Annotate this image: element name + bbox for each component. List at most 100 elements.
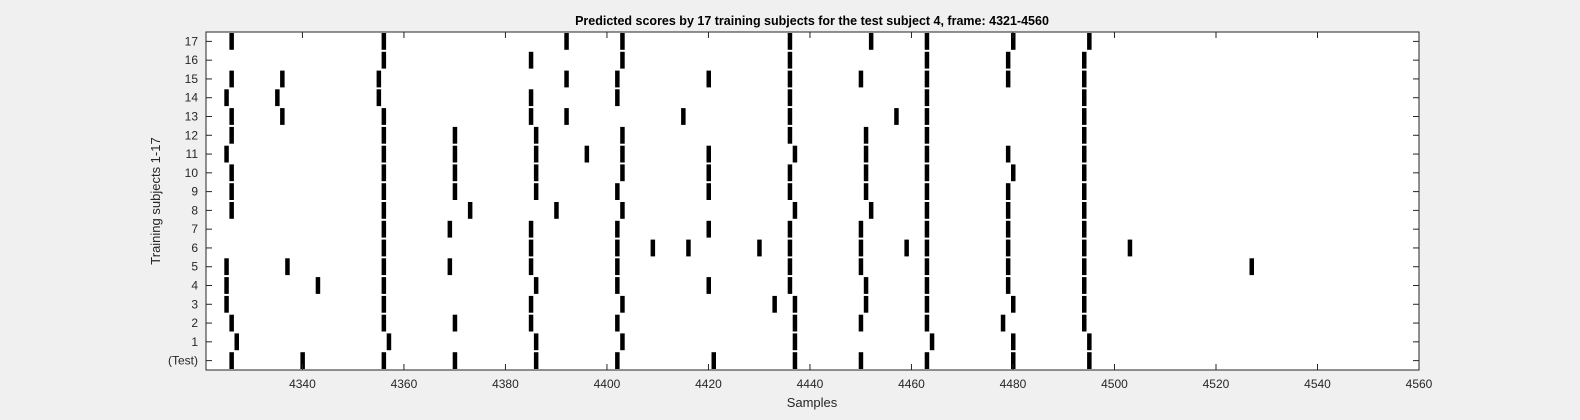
spike-mark — [1082, 314, 1087, 332]
spike-mark — [564, 33, 569, 50]
spike-mark — [564, 70, 569, 88]
spike-mark — [924, 220, 930, 238]
spike-mark — [1082, 51, 1087, 69]
plot-area — [205, 31, 1420, 371]
spike-mark — [381, 51, 387, 69]
x-tick-label: 4460 — [898, 377, 925, 391]
spike-mark — [1082, 220, 1087, 238]
spike-mark — [452, 314, 458, 332]
spike-mark — [1082, 126, 1087, 144]
spike-mark — [894, 108, 899, 125]
spike-mark — [792, 314, 798, 332]
spike-mark — [224, 89, 229, 107]
spike-mark — [863, 295, 869, 313]
spike-mark — [1082, 89, 1087, 107]
spike-mark — [533, 277, 539, 294]
spike-mark — [924, 277, 930, 294]
spike-mark — [229, 33, 234, 50]
y-tick-label: 10 — [185, 166, 199, 180]
x-tick-label: 4520 — [1203, 377, 1230, 391]
spike-mark — [1011, 164, 1016, 182]
x-tick-label: 4400 — [594, 377, 621, 391]
spike-mark — [858, 352, 864, 369]
spike-mark — [620, 126, 625, 144]
spike-mark — [1127, 239, 1133, 257]
spike-mark — [620, 333, 625, 351]
spike-mark — [381, 33, 387, 50]
spike-mark — [757, 239, 762, 257]
spike-mark — [381, 183, 387, 200]
chart-title: Predicted scores by 17 training subjects… — [575, 14, 1049, 28]
spike-mark — [924, 108, 930, 125]
x-tick-label: 4480 — [1000, 377, 1027, 391]
y-tick-label: 12 — [185, 128, 199, 142]
spike-mark — [620, 164, 625, 182]
spike-mark — [280, 70, 285, 88]
y-tick-label: 6 — [191, 241, 198, 255]
x-tick-label: 4360 — [391, 377, 418, 391]
spike-mark — [381, 277, 387, 294]
y-tick-label: 15 — [185, 72, 199, 86]
spike-mark — [615, 258, 620, 276]
x-tick-label: 4440 — [797, 377, 824, 391]
spike-mark — [452, 352, 458, 369]
spike-mark — [1082, 70, 1087, 88]
spike-mark — [1011, 352, 1016, 369]
spike-mark — [787, 126, 793, 144]
spike-mark — [381, 108, 387, 125]
spike-mark — [792, 202, 798, 219]
x-tick-label: 4500 — [1101, 377, 1128, 391]
y-tick-label: 17 — [185, 34, 199, 48]
spike-mark — [792, 333, 798, 351]
spike-mark — [1005, 220, 1011, 238]
spike-mark — [447, 220, 453, 238]
spike-mark — [615, 352, 620, 369]
spike-mark — [467, 202, 473, 219]
spike-mark — [787, 89, 793, 107]
spike-mark — [386, 333, 392, 351]
spike-mark — [554, 202, 559, 219]
spike-mark — [924, 126, 930, 144]
spike-mark — [858, 258, 864, 276]
spike-mark — [1082, 295, 1087, 313]
spike-mark — [787, 258, 793, 276]
spike-mark — [528, 295, 534, 313]
spike-mark — [868, 33, 874, 50]
spike-mark — [863, 145, 869, 163]
spike-mark — [1082, 164, 1087, 182]
spike-mark — [1011, 295, 1016, 313]
spike-mark — [1005, 51, 1011, 69]
spike-mark — [787, 239, 793, 257]
spike-mark — [1011, 333, 1016, 351]
spike-mark — [381, 314, 387, 332]
spike-mark — [229, 352, 234, 369]
spike-mark — [924, 33, 930, 50]
spike-mark — [381, 352, 387, 369]
y-tick-label: 11 — [186, 147, 199, 161]
spike-mark — [650, 239, 656, 257]
spike-mark — [376, 70, 382, 88]
spike-mark — [528, 89, 534, 107]
spike-mark — [686, 239, 691, 257]
spike-mark — [229, 164, 234, 182]
y-tick-label: (Test) — [168, 354, 198, 368]
spike-mark — [706, 145, 711, 163]
spike-mark — [452, 126, 458, 144]
spike-mark — [615, 70, 620, 88]
spike-mark — [234, 333, 239, 351]
spike-mark — [620, 33, 625, 50]
spike-mark — [787, 183, 793, 200]
spike-mark — [229, 108, 234, 125]
spike-mark — [533, 352, 539, 369]
spike-mark — [924, 145, 930, 163]
spike-mark — [381, 220, 387, 238]
spike-mark — [863, 126, 869, 144]
spike-mark — [528, 239, 534, 257]
spike-mark — [924, 352, 930, 369]
spike-mark — [1087, 352, 1092, 369]
spike-mark — [381, 164, 387, 182]
y-tick-label: 5 — [191, 260, 198, 274]
spike-mark — [868, 202, 874, 219]
spike-mark — [1005, 145, 1011, 163]
spike-mark — [924, 202, 930, 219]
